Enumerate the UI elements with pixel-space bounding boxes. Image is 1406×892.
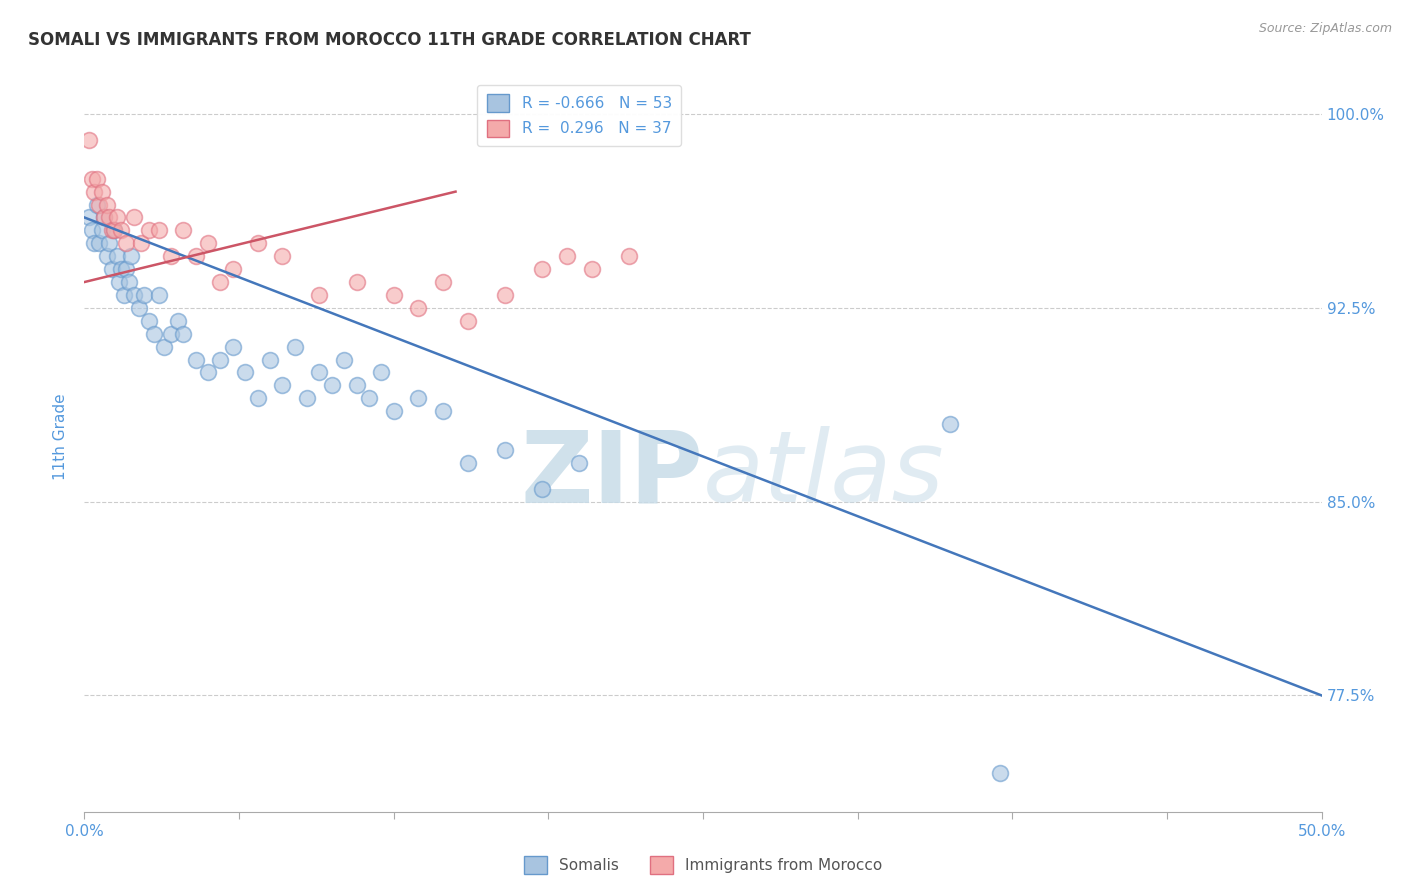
Point (457, 314, 479, 328)
Point (357, 392, 380, 406)
Point (115, 262, 138, 277)
Point (142, 326, 165, 341)
Point (308, 366, 330, 380)
Legend: R = -0.666   N = 53, R =  0.296   N = 37: R = -0.666 N = 53, R = 0.296 N = 37 (478, 85, 681, 146)
Point (259, 352, 281, 367)
Point (83, 236, 105, 251)
Point (308, 288, 330, 302)
Point (494, 442, 516, 457)
Point (197, 366, 219, 380)
Point (89, 197, 111, 211)
Point (110, 262, 132, 277)
Point (457, 456, 479, 470)
Point (271, 378, 294, 392)
Point (110, 223, 132, 237)
Point (988, 766, 1011, 780)
Point (148, 288, 170, 302)
Point (531, 482, 554, 496)
Point (246, 236, 269, 251)
Point (103, 223, 125, 237)
Point (160, 326, 183, 341)
Point (346, 378, 368, 392)
Point (122, 288, 145, 302)
Point (295, 392, 318, 406)
Point (115, 236, 138, 251)
Point (120, 249, 142, 263)
Point (209, 352, 232, 367)
Point (284, 340, 307, 354)
Point (346, 275, 368, 289)
Point (98, 236, 121, 251)
Point (148, 223, 170, 237)
Point (568, 456, 591, 470)
Point (118, 275, 141, 289)
Point (197, 236, 219, 251)
Point (105, 249, 128, 263)
Point (80, 171, 103, 186)
Point (246, 392, 269, 406)
Point (112, 288, 135, 302)
Point (271, 249, 294, 263)
Point (79, 211, 101, 225)
Point (96, 197, 118, 211)
Text: SOMALI VS IMMIGRANTS FROM MOROCCO 11TH GRADE CORRELATION CHART: SOMALI VS IMMIGRANTS FROM MOROCCO 11TH G… (28, 31, 751, 49)
Point (93, 211, 115, 225)
Point (382, 404, 405, 418)
Point (581, 262, 603, 277)
Point (233, 366, 256, 380)
Point (90, 185, 112, 199)
Point (432, 404, 454, 418)
Point (86, 171, 108, 186)
Point (172, 326, 194, 341)
Point (939, 417, 962, 432)
Point (108, 275, 131, 289)
Point (555, 249, 578, 263)
Point (100, 262, 122, 277)
Point (128, 301, 150, 315)
Point (531, 262, 554, 277)
Point (222, 262, 245, 277)
Point (321, 378, 343, 392)
Point (370, 366, 392, 380)
Point (382, 288, 405, 302)
Point (86, 197, 108, 211)
Point (100, 223, 122, 237)
Point (432, 275, 454, 289)
Point (152, 340, 174, 354)
Point (408, 392, 430, 406)
Point (494, 288, 516, 302)
Y-axis label: 11th Grade: 11th Grade (53, 393, 69, 481)
Point (209, 275, 232, 289)
Point (160, 249, 183, 263)
Point (172, 223, 194, 237)
Point (90, 223, 112, 237)
Text: atlas: atlas (703, 426, 945, 523)
Point (83, 185, 105, 199)
Point (617, 249, 640, 263)
Text: ZIP: ZIP (520, 426, 703, 523)
Point (96, 249, 118, 263)
Point (98, 211, 121, 225)
Text: Source: ZipAtlas.com: Source: ZipAtlas.com (1258, 22, 1392, 36)
Point (333, 352, 356, 367)
Point (184, 249, 207, 263)
Point (184, 352, 207, 367)
Point (80, 223, 103, 237)
Point (132, 288, 155, 302)
Point (79, 133, 101, 147)
Point (93, 211, 115, 225)
Point (89, 236, 111, 251)
Point (167, 314, 190, 328)
Point (138, 223, 160, 237)
Point (408, 301, 430, 315)
Point (103, 223, 125, 237)
Point (122, 211, 145, 225)
Point (129, 236, 152, 251)
Legend: Somalis, Immigrants from Morocco: Somalis, Immigrants from Morocco (517, 850, 889, 880)
Point (105, 211, 128, 225)
Point (138, 314, 160, 328)
Point (222, 340, 245, 354)
